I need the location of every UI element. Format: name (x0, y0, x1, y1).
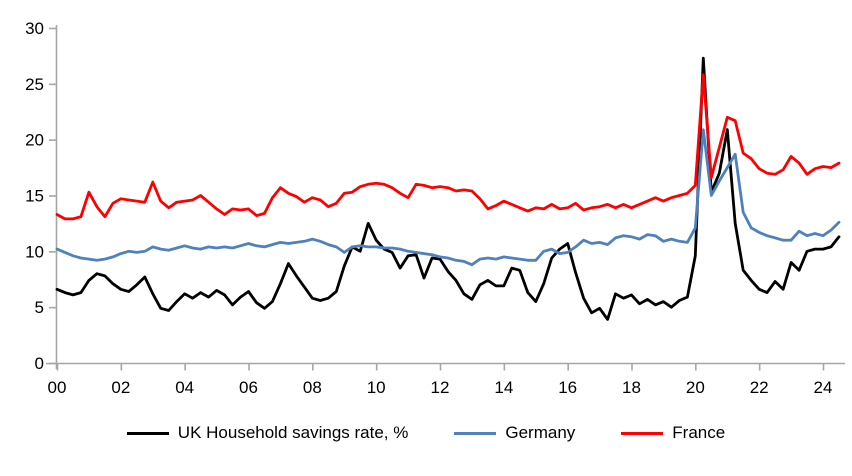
y-tick-label: 10 (25, 242, 44, 261)
legend-label-germany: Germany (505, 423, 576, 442)
x-tick-label: 00 (48, 378, 67, 397)
x-tick-label: 08 (303, 378, 322, 397)
legend-label-france: France (672, 423, 726, 442)
x-tick-label: 16 (558, 378, 577, 397)
x-tick-label: 24 (814, 378, 833, 397)
germany-line (55, 128, 841, 267)
x-tick-label: 10 (367, 378, 386, 397)
germany-line-swatch (454, 431, 497, 435)
y-tick-label: 20 (25, 131, 44, 150)
y-tick-label: 0 (35, 354, 44, 373)
legend-item-france: France (621, 423, 725, 443)
y-tick-label: 15 (25, 187, 44, 206)
x-tick-label: 20 (686, 378, 705, 397)
y-tick-label: 5 (35, 298, 44, 317)
x-tick-label: 02 (111, 378, 130, 397)
y-tick-label: 30 (25, 19, 44, 38)
x-tick-label: 04 (175, 378, 194, 397)
x-tick-label: 06 (239, 378, 258, 397)
chart-legend: UK Household savings rate, % Germany Fra… (0, 423, 852, 443)
legend-label-uk: UK Household savings rate, % (177, 423, 409, 442)
x-tick-label: 18 (622, 378, 641, 397)
france-line (55, 73, 841, 221)
uk-line-swatch (126, 431, 169, 435)
x-tick-label: 14 (494, 378, 513, 397)
x-tick-label: 12 (431, 378, 450, 397)
x-tick-label: 22 (750, 378, 769, 397)
y-tick-label: 25 (25, 75, 44, 94)
legend-item-uk: UK Household savings rate, % (126, 423, 409, 443)
france-line-swatch (621, 431, 664, 435)
legend-item-germany: Germany (454, 423, 575, 443)
